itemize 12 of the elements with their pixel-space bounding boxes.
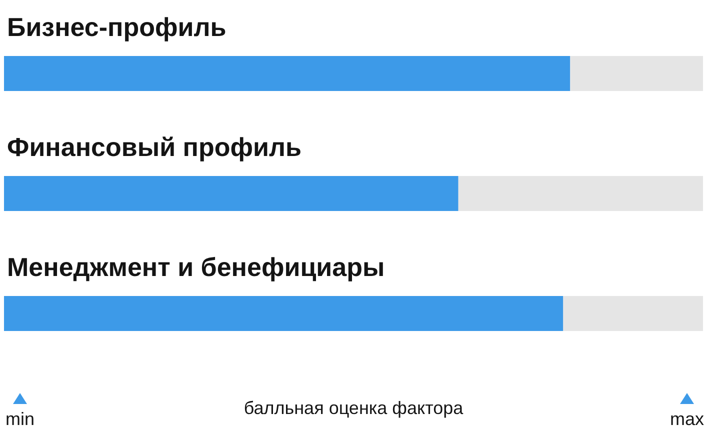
bar — [570, 56, 703, 91]
y-tick-label: Бизнес-профиль — [7, 12, 226, 42]
x-axis-title: балльная оценка фактора — [244, 398, 464, 418]
bar — [4, 56, 570, 91]
y-tick-label: Финансовый профиль — [7, 132, 302, 162]
bar — [4, 296, 564, 331]
text: max — [670, 409, 704, 429]
bar — [458, 176, 703, 211]
text: min — [5, 409, 35, 429]
bar — [563, 296, 703, 331]
y-tick-label: Менеджмент и бенефициары — [7, 252, 385, 282]
bar — [4, 176, 458, 211]
